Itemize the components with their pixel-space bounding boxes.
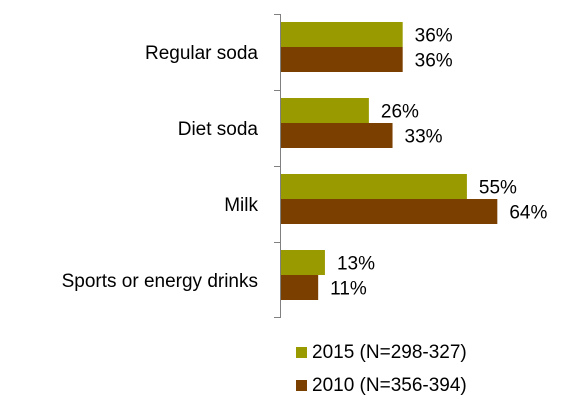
bar-milk-series-0: [281, 174, 467, 199]
legend-swatch-2015: [296, 347, 307, 358]
legend-label-2010: 2010 (N=356-394): [312, 374, 467, 396]
category-label-diet-soda: Diet soda: [178, 119, 259, 140]
bar-regular-soda-series-1: [281, 47, 403, 72]
bar-milk-series-1: [281, 199, 498, 224]
legend: 2015 (N=298-327) 2010 (N=356-394): [296, 336, 467, 402]
data-label-regular-soda-series-0: 36%: [415, 26, 453, 47]
legend-label-2015: 2015 (N=298-327): [312, 341, 467, 363]
bar-sports-or-energy-drinks-series-1: [281, 275, 319, 300]
bar-diet-soda-series-0: [281, 98, 369, 123]
legend-swatch-2010: [296, 380, 307, 391]
data-label-diet-soda-series-0: 26%: [381, 102, 419, 123]
bar-regular-soda-series-0: [281, 22, 403, 47]
legend-item-2015: 2015 (N=298-327): [296, 336, 467, 369]
category-label-regular-soda: Regular soda: [145, 43, 258, 64]
data-label-sports-or-energy-drinks-series-0: 13%: [337, 254, 375, 275]
bar-diet-soda-series-1: [281, 123, 393, 148]
data-label-milk-series-1: 64%: [509, 203, 547, 224]
data-label-regular-soda-series-1: 36%: [415, 51, 453, 72]
data-label-milk-series-0: 55%: [479, 178, 517, 199]
data-label-diet-soda-series-1: 33%: [405, 127, 443, 148]
category-label-milk: Milk: [224, 195, 258, 216]
category-label-sports-or-energy-drinks: Sports or energy drinks: [62, 271, 258, 292]
legend-item-2010: 2010 (N=356-394): [296, 369, 467, 402]
data-label-sports-or-energy-drinks-series-1: 11%: [330, 279, 367, 300]
bar-sports-or-energy-drinks-series-0: [281, 250, 325, 275]
